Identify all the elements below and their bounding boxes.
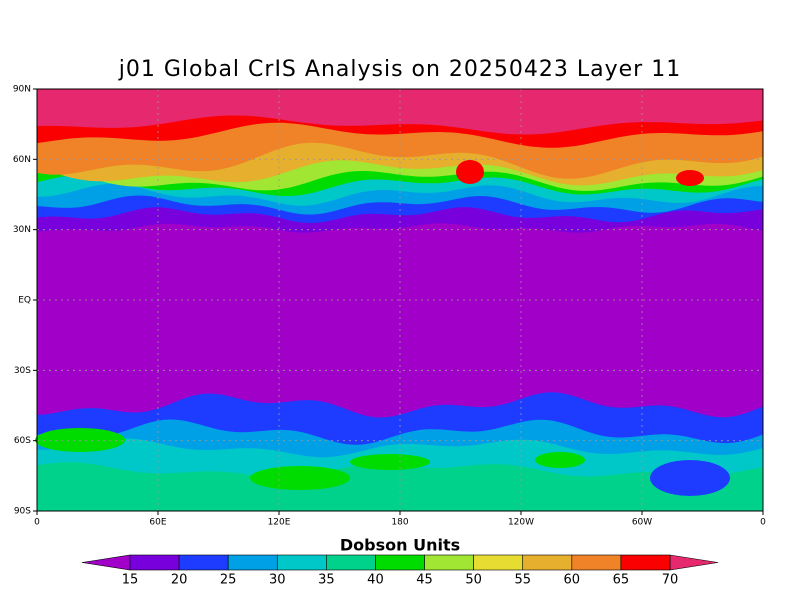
- lon-tick-label: 0: [34, 518, 40, 528]
- colorbar-box: [522, 554, 573, 571]
- colorbar-box: [571, 554, 622, 571]
- lon-tick-label: 120W: [508, 518, 534, 528]
- lat-tick-label: 30S: [14, 366, 31, 376]
- colorbar-box: [227, 554, 278, 571]
- colorbar-tick-label: 20: [171, 573, 188, 588]
- colorbar-box: [326, 554, 376, 571]
- field-patch: [650, 460, 730, 496]
- field-patch: [535, 452, 585, 468]
- field-patch: [676, 170, 704, 186]
- lat-tick-label: 60N: [13, 155, 31, 165]
- colorbar-tick-label: 35: [318, 573, 335, 588]
- colorbar-box: [424, 554, 474, 571]
- colorbar-tick-label: 50: [465, 573, 482, 588]
- colorbar-under: [81, 554, 131, 571]
- lon-tick-label: 0: [760, 518, 766, 528]
- colorbar-label: Dobson Units: [340, 536, 460, 555]
- colorbar-over: [669, 554, 719, 571]
- map-title: j01 Global CrIS Analysis on 20250423 Lay…: [118, 57, 681, 82]
- colorbar-tick-label: 25: [220, 573, 237, 588]
- colorbar-tick-label: 30: [269, 573, 286, 588]
- lon-tick-label: 60E: [149, 518, 166, 528]
- colorbar-tick-label: 55: [514, 573, 531, 588]
- lon-tick-label: 120E: [268, 518, 291, 528]
- colorbar-tick-label: 45: [416, 573, 433, 588]
- lat-tick-label: 90S: [14, 507, 31, 517]
- colorbar-box: [375, 554, 425, 571]
- lat-tick-label: 30N: [13, 225, 31, 235]
- lon-tick-label: 60W: [632, 518, 652, 528]
- colorbar-tick-label: 40: [367, 573, 384, 588]
- colorbar-box: [178, 554, 229, 571]
- colorbar-tick-label: 15: [122, 573, 139, 588]
- lat-tick-label: EQ: [18, 296, 31, 306]
- colorbar-tick-label: 60: [564, 573, 581, 588]
- lon-tick-label: 180: [391, 518, 408, 528]
- field-patch: [250, 466, 350, 490]
- lat-tick-label: 60S: [14, 436, 31, 446]
- colorbar-box: [620, 554, 671, 571]
- colorbar-box: [473, 554, 524, 571]
- field-patch: [350, 454, 430, 470]
- colorbar-box: [129, 554, 180, 571]
- lat-tick-label: 90N: [13, 85, 31, 95]
- ozone-field: [35, 89, 763, 511]
- field-patch: [35, 428, 125, 452]
- colorbar: 15 20 25 30 35 40 45 50 55 60 65 70: [81, 554, 719, 588]
- colorbar-box: [276, 554, 327, 571]
- field-band: [37, 89, 763, 135]
- colorbar-tick-label: 65: [613, 573, 630, 588]
- field-patch: [456, 160, 484, 184]
- colorbar-tick-label: 70: [662, 573, 679, 588]
